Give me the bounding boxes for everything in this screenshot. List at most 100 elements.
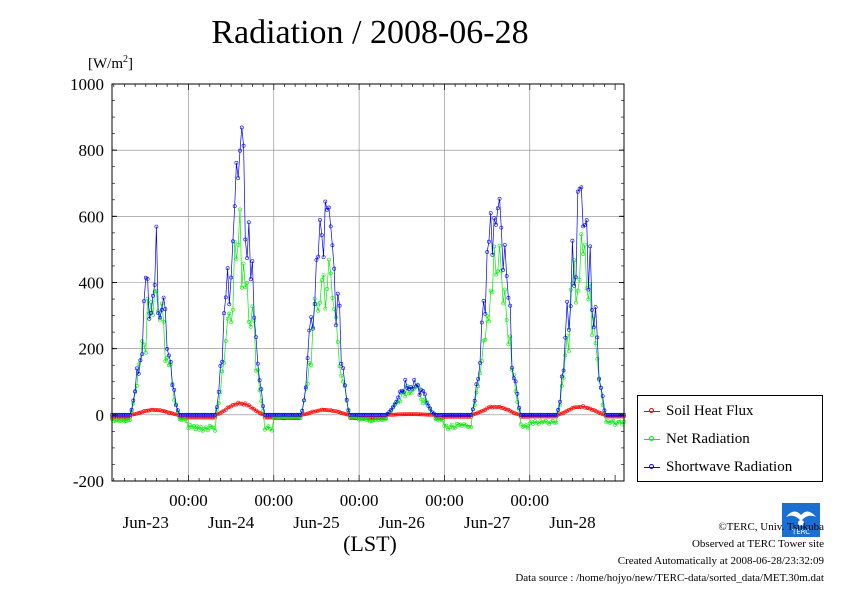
data-point: [504, 407, 509, 412]
data-point: [586, 297, 591, 302]
data-point: [584, 405, 589, 410]
data-point: [309, 410, 314, 415]
data-point: [241, 143, 246, 148]
data-point: [341, 411, 346, 416]
data-point: [241, 261, 246, 266]
data-point: [166, 363, 171, 368]
data-point: [421, 401, 426, 406]
data-point: [227, 311, 232, 316]
data-point: [344, 412, 349, 417]
data-point: [494, 222, 498, 227]
data-point: [120, 412, 125, 417]
data-point: [184, 412, 189, 417]
data-point: [206, 412, 210, 417]
data-point: [357, 417, 362, 422]
data-point: [186, 426, 191, 431]
data-point: [270, 412, 274, 417]
data-point: [490, 290, 495, 294]
data-point: [223, 339, 228, 343]
data-point: [519, 422, 523, 427]
data-point: [182, 412, 187, 417]
data-point: [599, 411, 603, 416]
data-point: [600, 412, 605, 417]
data-point: [508, 334, 513, 339]
data-point: [335, 409, 340, 414]
data-point: [316, 408, 321, 413]
data-point: [154, 407, 159, 412]
data-point: [403, 377, 408, 382]
data-point: [209, 415, 214, 420]
data-point: [126, 415, 130, 420]
data-point: [294, 415, 299, 420]
data-point: [378, 412, 383, 417]
data-point: [238, 401, 242, 406]
data-point: [325, 286, 330, 291]
chart-title: Radiation / 2008-06-28: [211, 14, 529, 51]
data-point: [159, 408, 164, 413]
data-point: [188, 415, 193, 420]
data-point: [204, 415, 209, 420]
data-point: [136, 362, 141, 367]
data-point: [599, 385, 603, 390]
data-point: [474, 382, 479, 387]
data-point: [209, 425, 214, 429]
data-point: [478, 361, 482, 365]
data-point: [246, 220, 251, 225]
data-point: [126, 417, 130, 422]
series-line-1: [111, 209, 625, 432]
data-point: [494, 405, 498, 410]
data-point: [360, 417, 365, 422]
data-point: [198, 424, 203, 429]
data-point: [293, 412, 298, 417]
data-point: [389, 412, 394, 417]
data-point: [195, 412, 200, 417]
data-point: [570, 238, 575, 243]
data-point: [232, 204, 237, 209]
data-point: [494, 272, 498, 277]
data-point: [181, 412, 186, 417]
y-tick-label: 0: [96, 406, 105, 425]
data-point: [540, 412, 545, 417]
data-point: [159, 301, 164, 306]
data-point: [447, 425, 452, 430]
data-point: [303, 412, 308, 417]
data-point: [401, 390, 406, 395]
data-point: [364, 412, 369, 417]
data-point: [302, 412, 306, 417]
data-point: [248, 277, 253, 282]
data-point: [371, 412, 376, 417]
x-time-label: 00:00: [340, 491, 379, 510]
data-point: [597, 410, 602, 415]
data-point: [440, 418, 445, 423]
x-time-label: 00:00: [425, 491, 464, 510]
data-point: [428, 412, 433, 417]
data-point: [319, 278, 324, 283]
data-point: [506, 295, 511, 300]
data-point: [515, 412, 520, 417]
data-point: [344, 397, 349, 402]
data-point: [211, 412, 216, 417]
data-point: [326, 205, 331, 210]
y-tick-label: 400: [79, 274, 105, 293]
data-point: [394, 399, 399, 404]
data-point: [567, 349, 571, 354]
data-point: [261, 404, 266, 409]
data-point: [204, 425, 209, 430]
data-point: [312, 409, 317, 414]
data-point: [328, 224, 333, 229]
data-point: [422, 412, 427, 417]
data-point: [190, 412, 194, 417]
data-point: [497, 243, 502, 248]
data-point: [342, 411, 347, 416]
data-point: [328, 271, 333, 276]
data-point: [380, 418, 385, 423]
data-point: [168, 359, 173, 364]
data-point: [152, 283, 157, 287]
data-point: [583, 405, 587, 410]
data-point: [152, 408, 157, 413]
data-point: [170, 411, 175, 416]
data-point: [565, 299, 570, 304]
data-point: [326, 257, 331, 262]
data-point: [570, 406, 575, 410]
legend-label: Soil Heat Flux: [666, 402, 754, 419]
